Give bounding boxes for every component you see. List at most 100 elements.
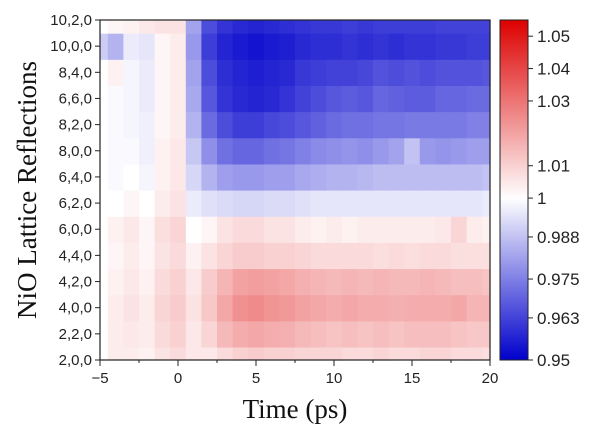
heatmap-cell [482,163,491,191]
heatmap-cell [341,20,358,34]
heatmap-cell [217,346,234,361]
y-tick-label: 2,2,0 [59,326,92,343]
heatmap-cell [154,111,171,139]
heatmap-cell [123,59,140,86]
heatmap-cell [295,137,312,165]
heatmap-cell [248,85,265,113]
heatmap-cell [201,242,218,270]
heatmap-cell [341,190,358,217]
heatmap-cell [170,268,187,296]
heatmap-cell [295,163,312,191]
heatmap-cell [123,346,140,361]
heatmap-cell [326,85,343,113]
heatmap-cell [326,59,343,86]
colorbar [499,19,529,361]
heatmap-cell [295,268,312,296]
heatmap-cell [170,190,187,217]
heatmap-cell [139,268,156,296]
heatmap-cell [341,216,358,243]
x-axis: −5 0 5 10 15 20 [91,360,498,387]
heatmap-cell [310,59,327,86]
heatmap-cell [482,242,491,270]
colorbar-tick-label: 0.988 [537,228,580,247]
heatmap-cell [170,346,187,361]
heatmap-cell [451,216,468,243]
heatmap-cell [217,59,234,86]
heatmap-cell [139,33,156,60]
heatmap-cell [100,111,109,139]
heatmap-cell [248,268,265,296]
heatmap-cell [107,163,124,191]
heatmap-cell [326,320,343,348]
heatmap-cell [404,268,421,296]
heatmap-cell [466,137,483,165]
heatmap-cell [310,163,327,191]
heatmap-cell [357,216,374,243]
heatmap-cell [100,85,109,113]
heatmap-cell [185,242,202,270]
heatmap-cell [466,320,483,348]
heatmap-cell [185,268,202,296]
heatmap-cell [123,111,140,139]
heatmap-cell [100,216,109,243]
heatmap-cell [217,163,234,191]
heatmap-cell [373,190,390,217]
heatmap-cell [263,111,280,139]
heatmap-cell [482,346,491,361]
heatmap-cell [357,20,374,34]
y-tick-label: 4,0,0 [59,300,92,317]
heatmap-cell [201,346,218,361]
x-tick-label: 15 [404,370,421,387]
heatmap-cell [279,190,296,217]
colorbar-ticks: 0.95 0.963 0.975 0.988 1 1.01 1.03 1.04 1.05 [528,27,580,370]
heatmap-cell [107,33,124,60]
heatmap-cell [185,33,202,60]
heatmap-cell [170,242,187,270]
heatmap-cell [295,85,312,113]
heatmap-cell [232,33,249,60]
heatmap-cell [107,346,124,361]
heatmap-cell [310,137,327,165]
y-axis-title: NiO Lattice Reflections [12,61,42,319]
heatmap-cell [373,20,390,34]
heatmap-cell [357,137,374,165]
heatmap-cell [341,33,358,60]
heatmap-cell [139,59,156,86]
heatmap-cell [232,137,249,165]
heatmap-cell [232,163,249,191]
heatmap-cell [482,216,491,243]
heatmap-cell [419,346,436,361]
heatmap-cell [451,20,468,34]
heatmap-cell [201,59,218,86]
heatmap-cell [279,59,296,86]
heatmap-cell [310,242,327,270]
heatmap-cell [373,216,390,243]
heatmap-cell [263,190,280,217]
heatmap-cell [310,20,327,34]
heatmap-cell [373,268,390,296]
heatmap-cell [263,346,280,361]
heatmap-cell [170,33,187,60]
heatmap-cell [419,163,436,191]
heatmap-cell [123,190,140,217]
heatmap-cell [310,111,327,139]
heatmap-cell [326,346,343,361]
heatmap-cell [295,190,312,217]
heatmap-cell [388,268,405,296]
heatmap-cell [248,216,265,243]
x-tick-label: 10 [326,370,343,387]
heatmap-cell [123,85,140,113]
heatmap-cell [263,137,280,165]
heatmap-cell [185,294,202,322]
heatmap-cell [357,59,374,86]
heatmap-cell [435,137,452,165]
heatmap-cell [263,59,280,86]
heatmap-cell [185,346,202,361]
heatmap-cell [326,111,343,139]
heatmap-cell [201,190,218,217]
heatmap-cell [482,20,491,34]
heatmap-cell [185,216,202,243]
heatmap-cell [310,320,327,348]
heatmap-cell [388,59,405,86]
heatmap-cell [357,190,374,217]
